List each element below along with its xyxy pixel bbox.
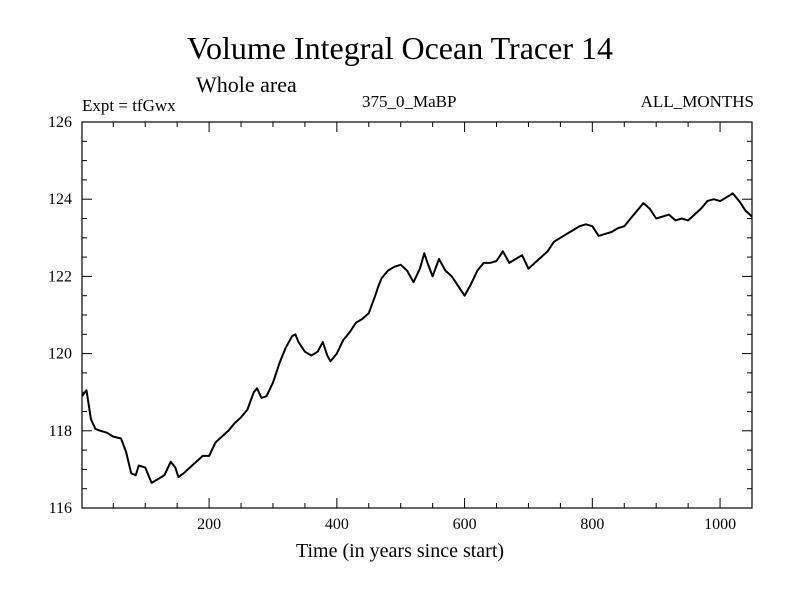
series-layer xyxy=(81,192,753,484)
chart-title: Volume Integral Ocean Tracer 14 xyxy=(187,30,613,66)
y-tick-label: 118 xyxy=(49,423,72,440)
y-tick-label: 122 xyxy=(48,268,72,285)
months-annotation: ALL_MONTHS xyxy=(640,92,754,111)
axes-layer xyxy=(81,121,753,509)
tick-labels-layer: 200 400 600 800 1000 116 118 120 122 124 126 xyxy=(48,114,736,533)
x-tick-label: 600 xyxy=(453,516,477,533)
chart-subtitle: Whole area xyxy=(196,72,297,97)
y-tick-label: 126 xyxy=(48,114,72,131)
x-tick-label: 800 xyxy=(580,516,604,533)
run-annotation: 375_0_MaBP xyxy=(362,92,457,111)
experiment-annotation: Expt = tfGwx xyxy=(82,96,176,115)
y-tick-label: 120 xyxy=(48,346,72,363)
plot-frame xyxy=(81,121,753,509)
y-tick-label: 116 xyxy=(49,500,72,517)
series-line xyxy=(81,192,753,484)
y-tick-label: 124 xyxy=(48,191,72,208)
x-axis-label: Time (in years since start) xyxy=(295,540,505,562)
ticks-layer xyxy=(82,121,753,509)
x-tick-label: 400 xyxy=(325,516,349,533)
x-tick-label: 200 xyxy=(197,516,221,533)
x-tick-label: 1000 xyxy=(704,516,736,533)
